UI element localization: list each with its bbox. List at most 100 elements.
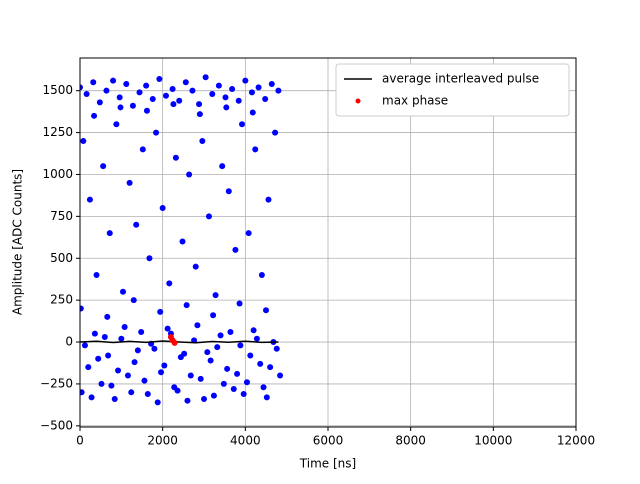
point [189, 87, 196, 94]
point [230, 385, 237, 392]
y-tick-label: 1000 [42, 167, 73, 181]
point [113, 121, 120, 128]
point [207, 357, 214, 364]
point [124, 372, 131, 379]
point [192, 263, 199, 270]
point [146, 255, 153, 262]
point [103, 87, 110, 94]
point [98, 380, 105, 387]
y-tick-label: 250 [50, 293, 73, 307]
point [263, 394, 270, 401]
point [104, 313, 111, 320]
point [151, 345, 158, 352]
point [117, 104, 124, 111]
point [210, 312, 217, 319]
point [260, 384, 267, 391]
point [101, 334, 108, 341]
line [80, 340, 279, 344]
point [100, 163, 107, 170]
point [194, 322, 201, 329]
point [106, 230, 113, 237]
point [205, 213, 212, 220]
point [161, 362, 168, 369]
point [248, 89, 255, 96]
point [91, 112, 98, 119]
point [176, 97, 183, 104]
point [133, 221, 140, 228]
point [139, 146, 146, 153]
point [242, 77, 249, 84]
point [80, 305, 84, 312]
point [249, 109, 256, 116]
point [115, 367, 122, 374]
point [183, 302, 190, 309]
y-tick-label: 750 [50, 209, 73, 223]
x-tick-label: 2000 [147, 434, 178, 448]
y-tick-label: −250 [40, 376, 73, 390]
point [81, 342, 88, 349]
point [184, 397, 191, 404]
point [223, 104, 230, 111]
point [196, 111, 203, 118]
point [174, 387, 181, 394]
point [222, 94, 229, 101]
point [182, 79, 189, 86]
point [197, 375, 204, 382]
point [91, 330, 98, 337]
point [95, 355, 102, 362]
y-axis-label: Amplitude [ADC Counts] [11, 169, 25, 315]
y-tick-label: 1250 [42, 125, 73, 139]
point [229, 86, 236, 93]
y-tick-label: −500 [40, 418, 73, 432]
point [201, 396, 207, 403]
point [88, 394, 95, 401]
point [170, 101, 177, 108]
point [157, 308, 164, 315]
point [240, 390, 247, 397]
y-tick-label: 1500 [42, 83, 73, 97]
point [169, 86, 176, 93]
point [158, 369, 165, 376]
point [224, 365, 231, 372]
point [210, 392, 217, 399]
point [204, 349, 211, 356]
x-tick-label: 12000 [557, 434, 595, 448]
point [119, 288, 126, 295]
point [245, 230, 252, 237]
point [138, 328, 145, 335]
point [272, 129, 279, 136]
point [253, 335, 260, 342]
point [268, 80, 275, 87]
point [263, 307, 269, 314]
point [252, 146, 259, 153]
point [153, 129, 160, 136]
point [227, 328, 234, 335]
legend-swatch [355, 98, 361, 104]
point [126, 179, 133, 186]
point [116, 94, 123, 101]
x-tick-label: 6000 [313, 434, 344, 448]
point [232, 246, 239, 253]
point [199, 137, 206, 144]
point [143, 107, 150, 114]
point [262, 96, 269, 103]
point [257, 360, 264, 367]
point [214, 344, 221, 351]
point [196, 101, 203, 108]
point [96, 99, 103, 106]
point [110, 77, 117, 84]
x-tick-label: 0 [76, 434, 84, 448]
point [118, 335, 125, 342]
point [267, 364, 274, 371]
point [234, 370, 241, 377]
point [247, 352, 254, 359]
point [164, 325, 171, 332]
point [111, 396, 118, 403]
x-axis-label: Time [ns] [299, 457, 356, 471]
point [85, 364, 92, 371]
point [105, 352, 112, 359]
point [265, 196, 272, 203]
point [156, 75, 163, 82]
point [80, 137, 87, 144]
